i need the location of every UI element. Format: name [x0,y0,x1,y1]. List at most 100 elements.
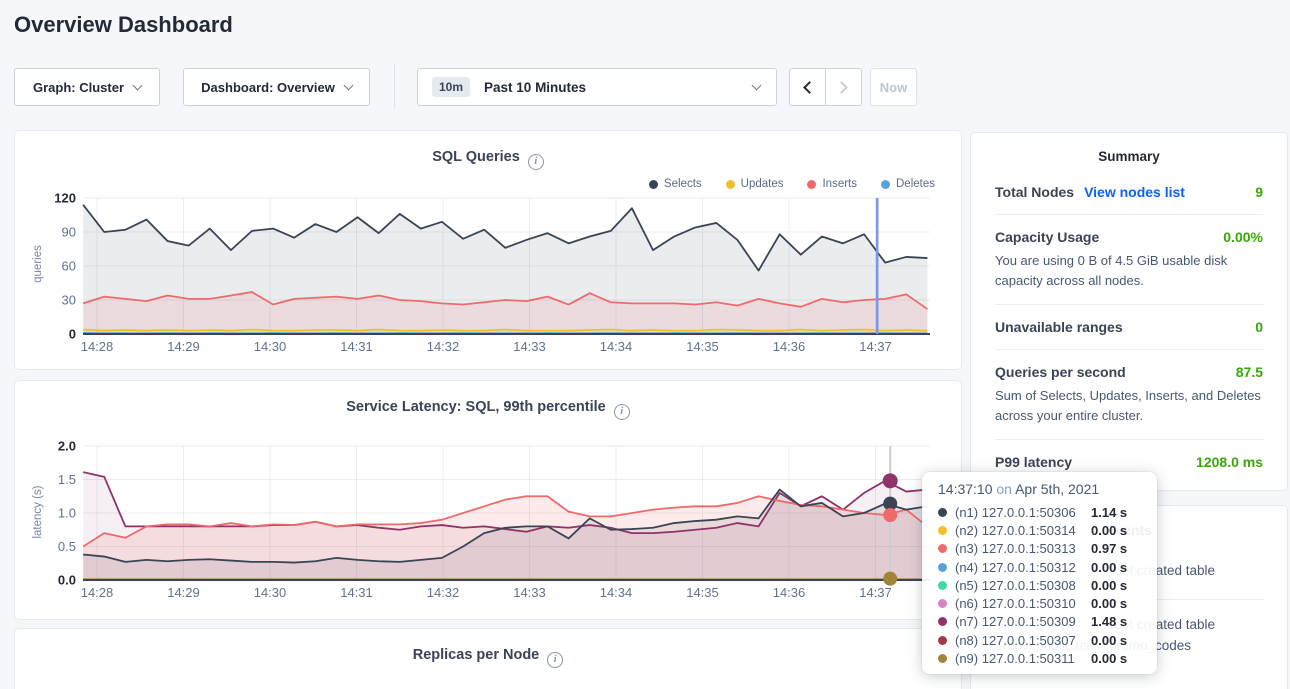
time-range-label: Past 10 Minutes [484,79,587,95]
p99-latency-row: P99 latency 1208.0 ms [995,440,1263,484]
capacity-usage-value: 0.00% [1223,229,1263,245]
svg-text:14:32: 14:32 [427,339,460,354]
svg-text:14:29: 14:29 [167,585,200,600]
tooltip-node-latency: 0.00 s [1091,651,1128,667]
sql-queries-chart[interactable]: 14:28 14:29 14:30 14:31 14:32 14:33 14:34 14:35… [40,191,940,360]
node-color-dot-icon [938,525,947,535]
tooltip-row: (n1) 127.0.0.1:50306 1.14 s [938,503,1141,521]
legend-label: Updates [740,178,784,190]
hover-point [883,508,898,523]
tooltip-row: (n2) 127.0.0.1:50314 0.00 s [938,521,1141,539]
svg-text:30: 30 [62,293,76,308]
legend-label: Selects [663,178,702,190]
summary-panel: Summary Total Nodes View nodes list 9 Ca… [970,132,1288,491]
svg-text:14:33: 14:33 [513,585,546,600]
tooltip-node-address: (n4) 127.0.0.1:50312 [955,559,1076,575]
tooltip-node-latency: 0.00 s [1091,596,1128,612]
tooltip-node-latency: 0.00 s [1091,577,1128,593]
tooltip-node-latency: 1.14 s [1091,504,1128,520]
now-button[interactable]: Now [870,68,917,106]
tooltip-node-address: (n3) 127.0.0.1:50313 [955,541,1076,557]
legend-dot-icon [807,179,817,189]
tooltip-node-latency: 1.48 s [1091,614,1128,630]
svg-text:14:37: 14:37 [859,339,892,354]
legend-dot-icon [725,179,735,189]
tooltip-timestamp: 14:37:10 on Apr 5th, 2021 [938,481,1100,497]
legend-item-selects[interactable]: Selects [648,178,702,190]
info-icon[interactable]: i [547,651,564,668]
replicas-per-node-panel: Replicas per Node i [14,628,962,689]
graph-scope-label: Graph: Cluster [32,79,124,95]
legend-label: Inserts [822,178,857,190]
graph-scope-dropdown[interactable]: Graph: Cluster [14,68,160,106]
tooltip-row: (n3) 127.0.0.1:50313 0.97 s [938,540,1141,558]
tooltip-node-latency: 0.00 s [1091,522,1128,538]
node-color-dot-icon [938,562,947,572]
hover-point [882,473,898,489]
svg-text:1.0: 1.0 [58,506,76,521]
svg-text:1.5: 1.5 [58,472,76,487]
tooltip-node-address: (n6) 127.0.0.1:50310 [955,596,1076,612]
tooltip-node-latency: 0.00 s [1091,632,1128,648]
node-color-dot-icon [938,599,947,609]
svg-text:14:34: 14:34 [600,339,633,354]
svg-text:14:34: 14:34 [600,585,633,600]
capacity-usage-label: Capacity Usage [995,229,1100,245]
capacity-usage-desc: You are using 0 B of 4.5 GiB usable disk… [995,253,1228,288]
dashboard-dropdown[interactable]: Dashboard: Overview [183,68,370,106]
node-color-dot-icon [938,507,947,517]
svg-text:14:28: 14:28 [81,339,114,354]
total-nodes-value: 9 [1255,184,1263,200]
sql-queries-title: SQL Queries i [15,149,961,170]
view-nodes-list-link[interactable]: View nodes list [1084,184,1185,200]
tooltip-node-address: (n1) 127.0.0.1:50306 [955,504,1076,520]
tooltip-node-address: (n7) 127.0.0.1:50309 [955,614,1076,630]
time-prev-button[interactable] [789,68,826,106]
legend-item-deletes[interactable]: Deletes [881,178,935,190]
info-icon[interactable]: i [613,403,630,420]
queries-per-second-label: Queries per second [995,364,1126,380]
legend-item-updates[interactable]: Updates [725,178,784,190]
total-nodes-row: Total Nodes View nodes list 9 [995,170,1263,215]
svg-text:14:30: 14:30 [254,585,287,600]
sql-queries-legend: Selects Updates Inserts Deletes [648,178,935,190]
queries-per-second-value: 87.5 [1235,364,1263,380]
tooltip-node-rows: (n1) 127.0.0.1:50306 1.14 s (n2) 127.0.0.1… [938,503,1141,668]
queries-per-second-desc: Sum of Selects, Updates, Inserts, and De… [995,388,1261,423]
legend-dot-icon [648,179,658,189]
time-range-dropdown[interactable]: 10m Past 10 Minutes [417,68,777,106]
node-color-dot-icon [938,580,947,590]
page-title: Overview Dashboard [14,12,233,37]
svg-text:14:36: 14:36 [773,585,806,600]
node-color-dot-icon [938,635,947,645]
svg-text:14:29: 14:29 [167,339,200,354]
svg-text:14:30: 14:30 [254,339,287,354]
legend-item-inserts[interactable]: Inserts [807,178,857,190]
tooltip-row: (n5) 127.0.0.1:50308 0.00 s [938,576,1141,594]
tooltip-row: (n9) 127.0.0.1:50311 0.00 s [938,649,1141,667]
svg-text:2.0: 2.0 [58,439,76,454]
svg-text:0.0: 0.0 [58,573,76,588]
svg-text:60: 60 [62,259,76,274]
svg-text:0: 0 [69,327,76,342]
chevron-right-icon [835,80,848,94]
svg-text:90: 90 [62,225,76,240]
replicas-per-node-title: Replicas per Node i [15,647,961,668]
unavailable-ranges-label: Unavailable ranges [995,319,1123,335]
svg-text:14:35: 14:35 [686,339,719,354]
svg-text:14:35: 14:35 [686,585,719,600]
tooltip-node-latency: 0.00 s [1091,559,1128,575]
total-nodes-label: Total Nodes [995,184,1075,200]
time-next-button[interactable] [825,68,862,106]
summary-title: Summary [1098,149,1160,164]
svg-text:14:31: 14:31 [340,585,373,600]
info-icon[interactable]: i [527,153,544,170]
chevron-down-icon [343,80,354,91]
service-latency-chart[interactable]: 14:28 14:29 14:30 14:31 14:32 14:33 14:34 14:35… [40,439,940,608]
chevron-down-icon [132,80,143,91]
svg-text:14:28: 14:28 [81,585,114,600]
tooltip-node-latency: 0.97 s [1091,541,1128,557]
svg-text:14:31: 14:31 [340,339,373,354]
node-color-dot-icon [938,617,947,627]
